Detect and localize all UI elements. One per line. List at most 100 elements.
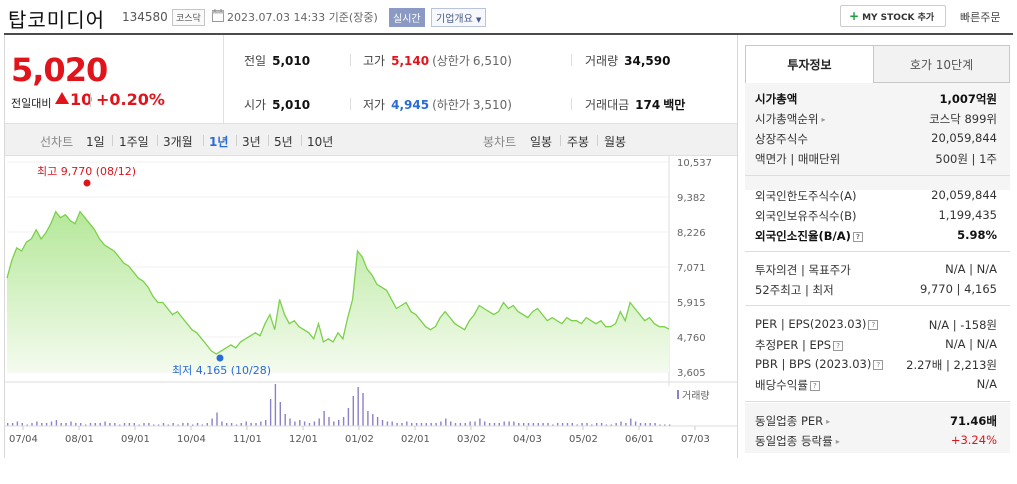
volume-bar bbox=[177, 424, 179, 426]
row-value: 20,059,844 bbox=[931, 131, 997, 145]
volume-bar bbox=[605, 424, 608, 426]
candle-monthly[interactable]: 월봉 bbox=[604, 135, 627, 149]
candle-weekly[interactable]: 주봉 bbox=[567, 135, 590, 149]
high-marker bbox=[83, 179, 91, 187]
chevron-right-icon[interactable]: ▸ bbox=[835, 437, 840, 446]
period-1d[interactable]: 1일 bbox=[86, 135, 105, 149]
quote-panel: 5,020 전일대비 10 +0.20% 전일 5,010 고가 5,140 (상한가… bbox=[4, 35, 738, 458]
price-chart[interactable]: 10,537 9,382 8,226 7,071 5,915 4,760 3,605 최고 9… bbox=[5, 156, 737, 458]
stat-sub-label: (하한가 bbox=[432, 98, 470, 112]
stat-volume: 거래량 34,590 bbox=[585, 52, 670, 69]
candle-daily[interactable]: 일봉 bbox=[530, 135, 553, 149]
help-icon[interactable]: ? bbox=[873, 359, 884, 370]
stat-open: 시가 5,010 bbox=[244, 96, 310, 113]
volume-bar bbox=[338, 420, 340, 426]
chevron-right-icon[interactable]: ▸ bbox=[821, 115, 826, 124]
volume-bar bbox=[352, 396, 354, 426]
volume-bar bbox=[221, 421, 223, 426]
volume-bar bbox=[566, 423, 569, 426]
volume-bar bbox=[596, 423, 598, 426]
volume-bar bbox=[508, 421, 510, 426]
help-icon[interactable]: ? bbox=[809, 380, 820, 391]
block-background bbox=[745, 403, 1010, 453]
row-label: 시가총액 bbox=[755, 92, 798, 106]
period-3y[interactable]: 3년 bbox=[242, 135, 261, 149]
volume-bar bbox=[391, 421, 393, 426]
row-label-text: 배당수익률 bbox=[755, 378, 808, 392]
stat-unit: 백만 bbox=[663, 98, 686, 112]
volume-bar bbox=[240, 423, 242, 426]
divider bbox=[560, 135, 561, 146]
volume-bar bbox=[94, 423, 96, 426]
volume-bar bbox=[420, 423, 423, 426]
line-chart-label: 선차트 bbox=[40, 135, 74, 149]
period-5y[interactable]: 5년 bbox=[274, 135, 293, 149]
row-label: 외국인소진율(B/A)? bbox=[755, 228, 863, 244]
row-label: 추정PER | EPS? bbox=[755, 337, 844, 353]
volume-bar bbox=[527, 423, 530, 426]
y-tick-label: 7,071 bbox=[677, 263, 706, 274]
period-1y[interactable]: 1년 bbox=[209, 135, 229, 149]
y-tick-label: 10,537 bbox=[677, 158, 712, 169]
divider bbox=[745, 305, 1010, 306]
help-icon[interactable]: ? bbox=[852, 231, 863, 242]
volume-bar bbox=[303, 421, 306, 426]
row-value: 1,199,435 bbox=[938, 208, 997, 222]
volume-bar bbox=[654, 423, 656, 426]
block-background bbox=[745, 83, 1010, 190]
volume-bar bbox=[279, 402, 281, 426]
x-tick-label: 11/01 bbox=[233, 434, 262, 445]
volume-bar bbox=[333, 421, 335, 426]
help-icon[interactable]: ? bbox=[833, 340, 844, 351]
help-icon[interactable]: ? bbox=[868, 319, 879, 330]
row-value: 71.46배 bbox=[950, 414, 997, 428]
volume-bar bbox=[411, 423, 413, 426]
period-3m[interactable]: 3개월 bbox=[163, 135, 193, 149]
volume-bar bbox=[45, 423, 48, 426]
volume-bar bbox=[31, 423, 33, 426]
stat-value: 5,010 bbox=[272, 98, 311, 112]
period-10y[interactable]: 10년 bbox=[307, 135, 334, 149]
volume-bar bbox=[537, 423, 539, 426]
y-tick-label: 9,382 bbox=[677, 193, 706, 204]
tab-invest-info[interactable]: 투자정보 bbox=[745, 45, 874, 83]
price-line bbox=[6, 210, 670, 355]
volume-bar bbox=[187, 423, 189, 426]
plus-icon: + bbox=[849, 9, 860, 23]
x-tick-label: 07/04 bbox=[9, 434, 38, 445]
volume-bar bbox=[70, 421, 72, 426]
tab-orderbook[interactable]: 호가 10단계 bbox=[874, 45, 1010, 83]
mystock-add-button[interactable]: + MY STOCK 추가 bbox=[840, 5, 946, 27]
volume-bar bbox=[469, 421, 471, 426]
volume-bar bbox=[615, 423, 617, 426]
row-cap-rank: 시가총액순위 ▸ 코스닥 899위 bbox=[755, 111, 997, 131]
volume-legend-swatch bbox=[677, 390, 679, 399]
company-overview-button[interactable]: 기업개요 ▼ bbox=[431, 8, 487, 27]
stat-value: 174 bbox=[635, 98, 661, 112]
row-sector-change: 동일업종 등락률 ▸ +3.24% bbox=[755, 433, 997, 453]
row-label: 투자의견 | 목표주가 bbox=[755, 263, 851, 277]
stat-prev: 전일 5,010 bbox=[244, 52, 310, 69]
stat-label: 시가 bbox=[244, 98, 267, 112]
volume-bar bbox=[445, 418, 447, 426]
volume-bar bbox=[21, 423, 23, 426]
chevron-right-icon[interactable]: ▸ bbox=[826, 417, 831, 426]
fast-order-link[interactable]: 빠른주문 bbox=[960, 11, 1001, 24]
row-par-value: 액면가 | 매매단위 500원 | 1주 bbox=[755, 151, 997, 171]
row-value: N/A bbox=[976, 377, 997, 391]
up-arrow-icon bbox=[55, 92, 69, 104]
volume-bar bbox=[435, 423, 437, 426]
stock-code: 134580 bbox=[122, 10, 168, 24]
price-box: 5,020 전일대비 10 +0.20% bbox=[5, 35, 224, 124]
realtime-badge[interactable]: 실시간 bbox=[389, 8, 425, 27]
volume-bar bbox=[415, 423, 418, 426]
volume-bar bbox=[362, 393, 364, 426]
volume-bar bbox=[498, 423, 500, 426]
volume-bar bbox=[265, 420, 267, 426]
stat-label: 전일 bbox=[244, 54, 267, 68]
volume-bar bbox=[459, 423, 462, 426]
row-label: 외국인보유주식수(B) bbox=[755, 209, 857, 223]
period-1w[interactable]: 1주일 bbox=[119, 135, 149, 149]
volume-bar bbox=[552, 424, 554, 426]
row-sector-per: 동일업종 PER ▸ 71.46배 bbox=[755, 413, 997, 433]
